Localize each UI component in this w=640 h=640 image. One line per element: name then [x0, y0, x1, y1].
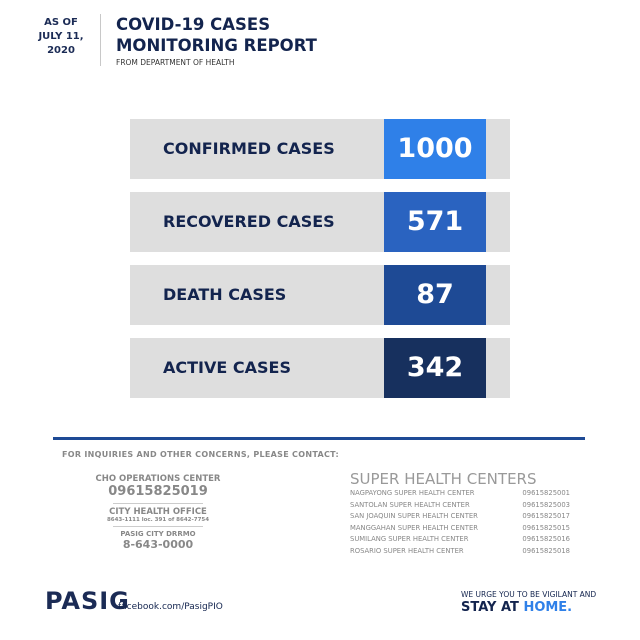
shc-item: SAN JOAQUIN SUPER HEALTH CENTER 096158250…	[350, 512, 570, 524]
stat-row: ACTIVE CASES 342	[130, 338, 510, 398]
urge: WE URGE YOU TO BE VIGILANT AND	[461, 590, 597, 599]
shc-item: SUMILANG SUPER HEALTH CENTER 09615825016	[350, 535, 570, 547]
stat-label: ACTIVE CASES	[163, 358, 291, 377]
shc-number: 09615825015	[522, 523, 570, 532]
shc-number: 09615825003	[522, 500, 570, 509]
shc-name: NAGPAYONG SUPER HEALTH CENTER	[350, 489, 475, 497]
shc-number: 09615825017	[522, 512, 570, 520]
title: COVID-19 CASES MONITORING REPORT	[116, 14, 317, 56]
facebook[interactable]: facebook.com/PasigPIO	[118, 602, 223, 612]
title-line: COVID-19 CASES	[116, 15, 271, 34]
contact-name: CITY HEALTH OFFICE	[109, 507, 207, 517]
stat-label: DEATH CASES	[163, 285, 287, 304]
separator	[53, 437, 585, 440]
contact-number: 09615825019	[108, 484, 208, 499]
stay: STAY AT	[461, 600, 519, 615]
title-line: MONITORING REPORT	[116, 36, 317, 55]
stat-value: 342	[384, 338, 486, 398]
contact-number: 8-643-0000	[122, 538, 194, 551]
shc-item: MANGGAHAN SUPER HEALTH CENTER 09615825015	[350, 524, 570, 536]
date-line: AS OF	[44, 17, 78, 28]
shc-name: ROSARIO SUPER HEALTH CENTER	[350, 546, 464, 555]
shc-number: 09615825018	[522, 546, 570, 555]
contact-name: PASIG CITY DRRMO	[120, 530, 196, 538]
stat-row: DEATH CASES 87	[130, 265, 510, 325]
shc-item: NAGPAYONG SUPER HEALTH CENTER 09615825001	[350, 489, 570, 501]
stay-home: STAY AT HOME.	[461, 600, 572, 615]
shc-number: 09615825001	[522, 489, 570, 497]
stat-label: RECOVERED CASES	[163, 212, 335, 231]
shc-list: NAGPAYONG SUPER HEALTH CENTER 09615825001…	[350, 489, 570, 558]
shc-item: ROSARIO SUPER HEALTH CENTER 09615825018	[350, 547, 570, 559]
stat-value: 571	[384, 192, 486, 252]
contact-name: CHO OPERATIONS CENTER	[95, 474, 221, 484]
subtitle: FROM DEPARTMENT OF HEALTH	[116, 58, 235, 67]
date-line: JULY 11,	[38, 31, 84, 42]
shc-name: SUMILANG SUPER HEALTH CENTER	[350, 535, 469, 543]
logo: PASIG	[45, 587, 130, 615]
shc-name: SAN JOAQUIN SUPER HEALTH CENTER	[350, 512, 478, 520]
shc-item: SANTOLAN SUPER HEALTH CENTER 09615825003	[350, 501, 570, 513]
shc-title: SUPER HEALTH CENTERS	[350, 470, 537, 488]
stat-label: CONFIRMED CASES	[163, 139, 335, 158]
shc-name: MANGGAHAN SUPER HEALTH CENTER	[350, 523, 478, 532]
contact-number: 8643-1111 loc. 391 of 8642-7754	[106, 517, 210, 523]
contacts: CHO OPERATIONS CENTER 09615825019 CITY H…	[88, 474, 228, 551]
stat-value: 87	[384, 265, 486, 325]
date-line: 2020	[47, 45, 75, 56]
shc-name: SANTOLAN SUPER HEALTH CENTER	[350, 500, 470, 509]
divider	[100, 14, 101, 66]
stat-row: CONFIRMED CASES 1000	[130, 119, 510, 179]
inquiries-heading: FOR INQUIRIES AND OTHER CONCERNS, PLEASE…	[62, 450, 339, 459]
shc-number: 09615825016	[522, 535, 570, 543]
rule	[113, 526, 203, 527]
home: HOME.	[523, 600, 573, 615]
date: AS OF JULY 11, 2020	[30, 16, 92, 58]
stat-value: 1000	[384, 119, 486, 179]
rule	[113, 503, 203, 504]
stat-row: RECOVERED CASES 571	[130, 192, 510, 252]
